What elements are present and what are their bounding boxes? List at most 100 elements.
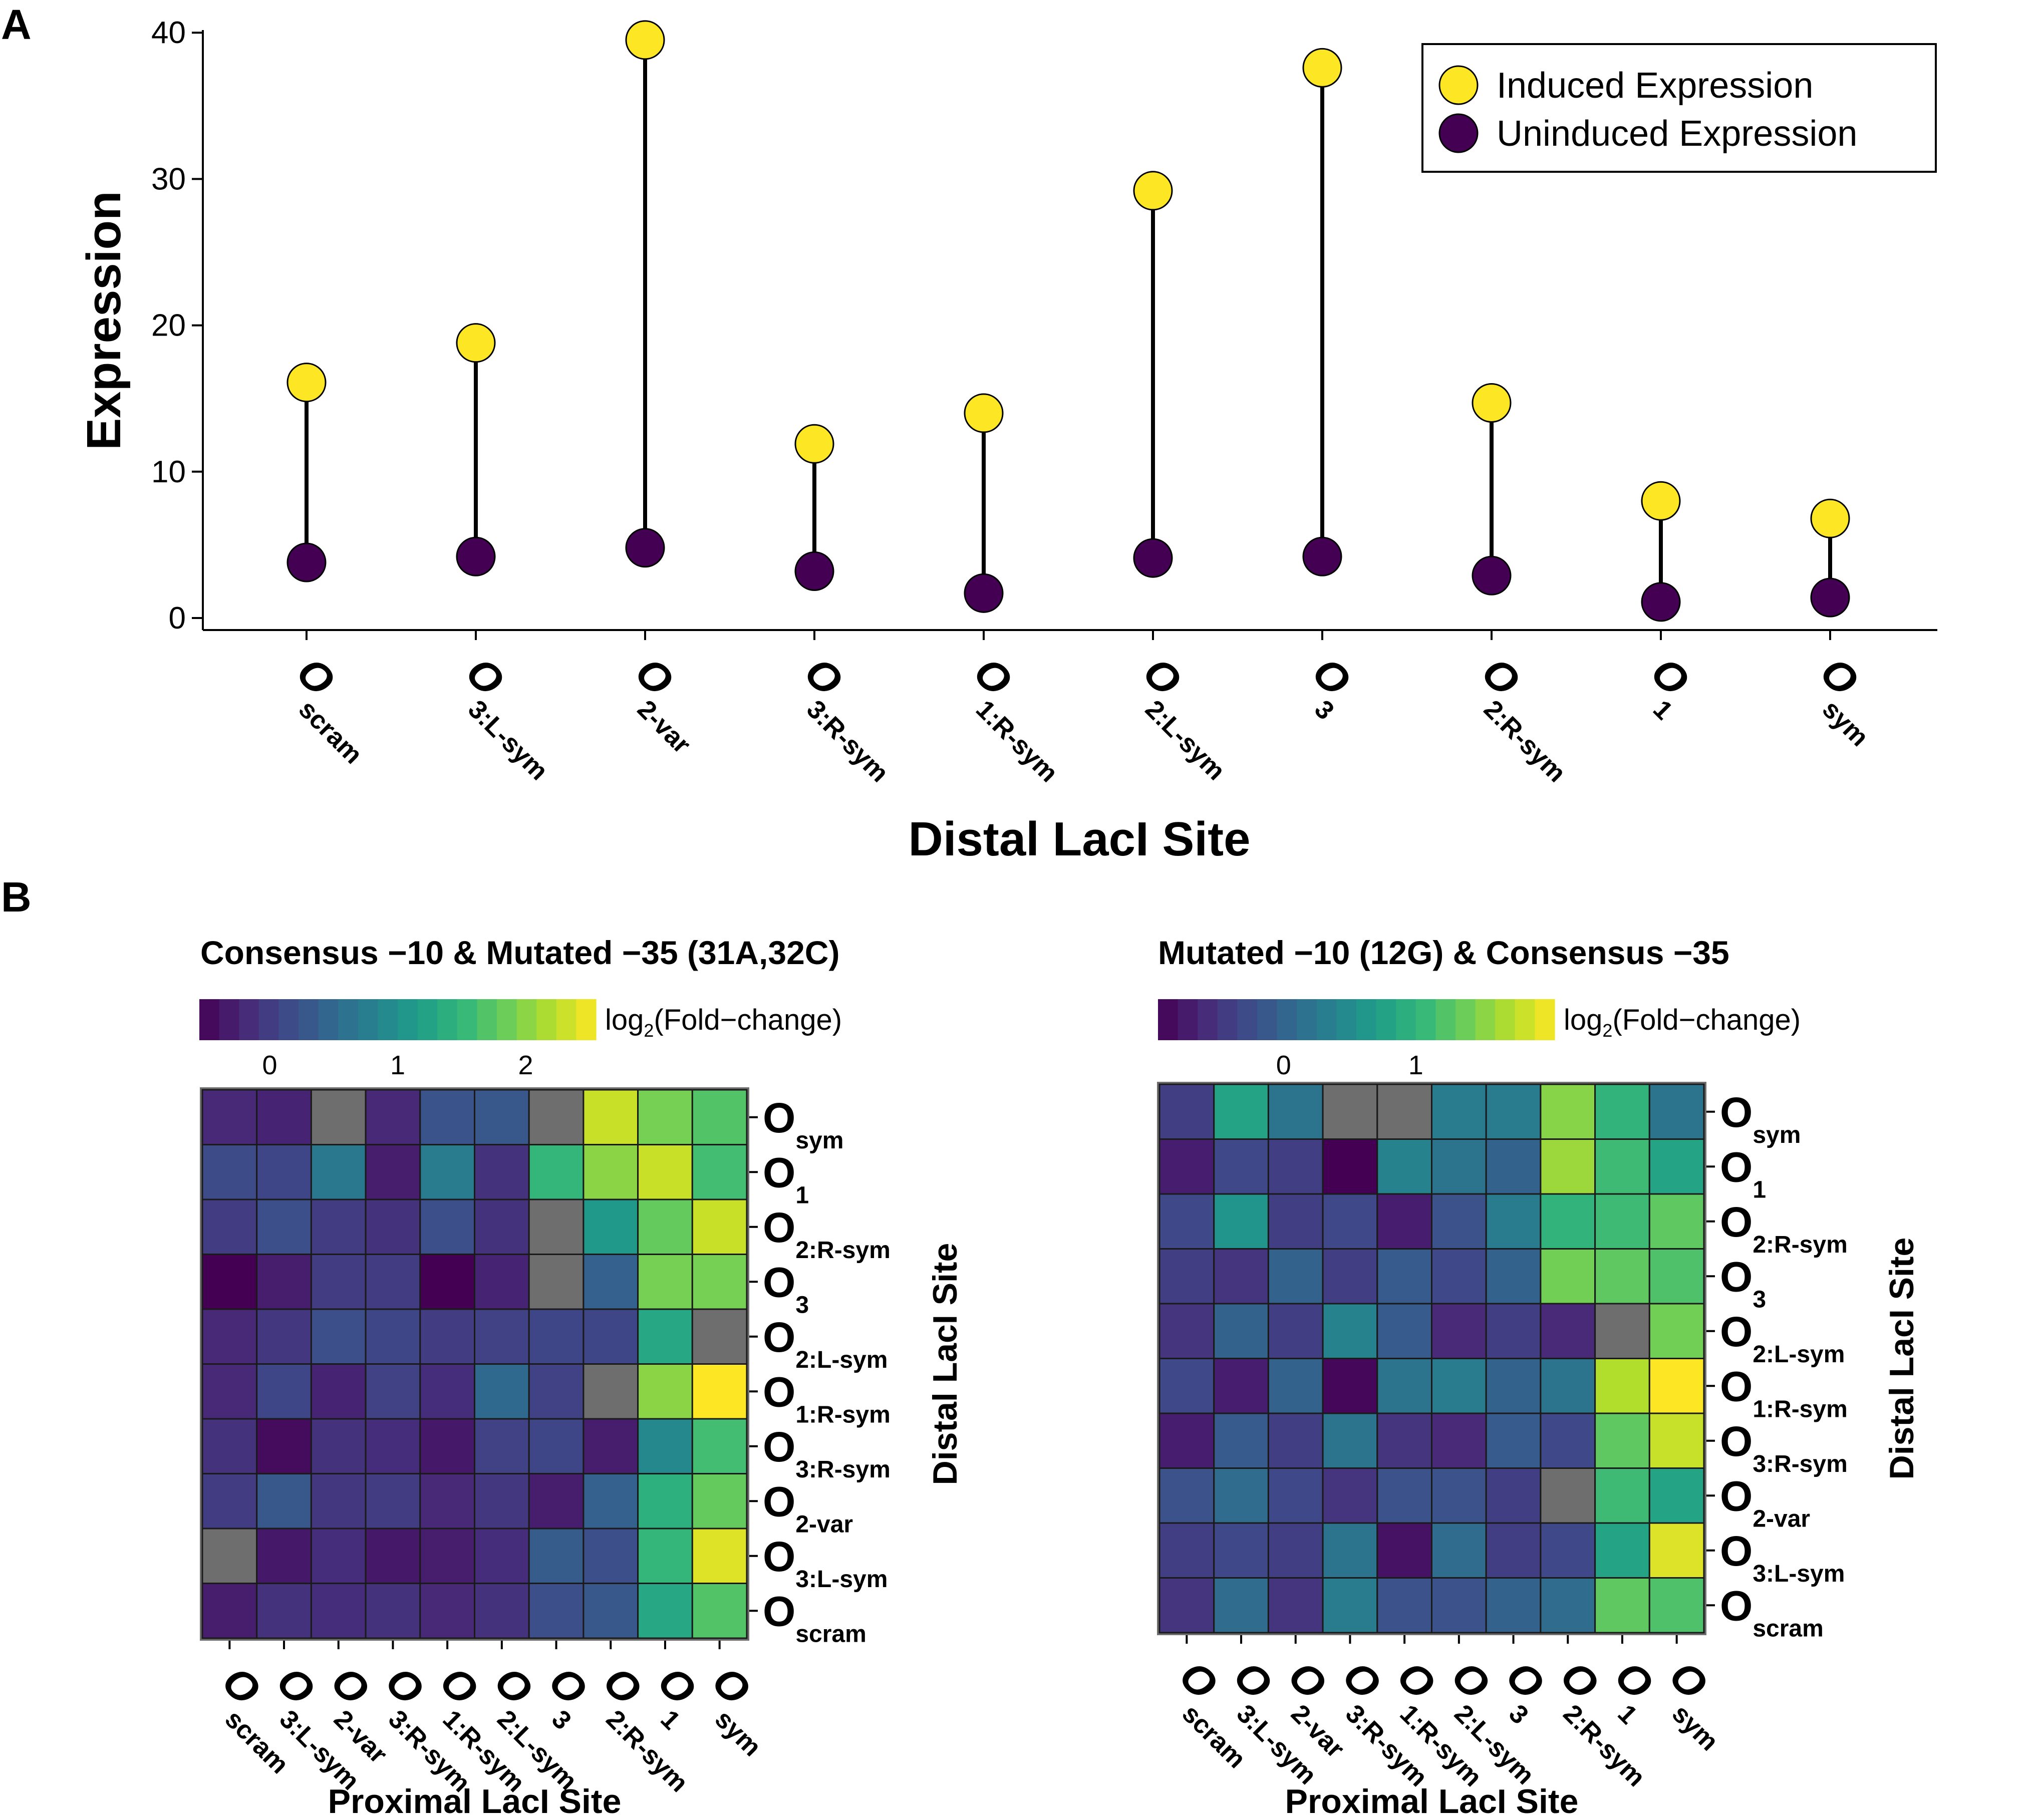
x-tick-subscript: sym (1666, 1699, 1724, 1757)
heatmap-cell (201, 1418, 258, 1474)
x-tick-label: O2:L-sym (1120, 648, 1258, 786)
y-tick-letter: O (1720, 1418, 1753, 1465)
heatmap-cell (1158, 1248, 1215, 1305)
y-tick-letter: O (1720, 1582, 1753, 1629)
colorbar-label-sub: 2 (644, 1020, 654, 1041)
heatmap-cell (1431, 1412, 1487, 1469)
heatmap-cell (582, 1528, 639, 1584)
heatmap-cell (1213, 1358, 1269, 1414)
heatmap-cell (528, 1198, 585, 1255)
colorbar-label-log: log (605, 1004, 644, 1036)
x-tick-label: O3:L-sym (443, 648, 580, 786)
heatmap-cell (256, 1473, 312, 1530)
heatmap-cell (419, 1089, 475, 1145)
x-tick-letter: O (1303, 648, 1360, 705)
x-tick-label: O3:R-sym (781, 648, 921, 788)
y-tick-subscript: scram (1753, 1615, 1823, 1642)
heatmap-cell (1540, 1303, 1596, 1359)
x-tick-letter: O (1811, 648, 1868, 705)
heatmap-cell (1322, 1193, 1378, 1250)
heatmap-cell (1322, 1248, 1378, 1305)
y-tick-letter: O (1720, 1253, 1753, 1300)
x-axis-title: Distal LacI Site (909, 812, 1251, 866)
colorbar-segment (338, 999, 359, 1040)
x-tick-letter: O (213, 1657, 270, 1714)
y-tick-letter: O (763, 1094, 795, 1141)
heatmap-cell (1648, 1467, 1705, 1524)
heatmap-cell (1431, 1193, 1487, 1250)
heatmap-cell (582, 1308, 639, 1365)
heatmap-cell (256, 1089, 312, 1145)
heatmap-cell (310, 1089, 367, 1145)
heatmap-cell (1648, 1358, 1705, 1414)
y-tick-letter: O (763, 1368, 795, 1415)
uninduced-point (456, 536, 496, 576)
x-tick-letter: O (1497, 1652, 1554, 1708)
uninduced-point (1133, 538, 1173, 578)
colorbar-label-sub: 2 (1602, 1020, 1612, 1041)
colorbar-segment (1396, 999, 1416, 1040)
x-tick-letter: O (1388, 1652, 1444, 1708)
heatmap-cell (1376, 1522, 1433, 1579)
y-tick-subscript: scram (795, 1621, 866, 1647)
heatmap-cell (1540, 1193, 1596, 1250)
colorbar-label: log2(Fold−change) (605, 1004, 842, 1041)
colorbar-segment (1495, 999, 1516, 1040)
x-axis-title: Proximal LacI Site (1285, 1782, 1579, 1820)
heatmap-cell (1213, 1138, 1269, 1195)
uninduced-point (1641, 582, 1681, 622)
heatmap-cell (1431, 1577, 1487, 1634)
y-tick-label: 0 (169, 601, 186, 636)
heatmap-cell (310, 1473, 367, 1530)
heatmap-cell (1376, 1577, 1433, 1634)
heatmap-cell (201, 1528, 258, 1584)
colorbar-tick: 0 (262, 1050, 277, 1080)
heatmap-cell (637, 1308, 693, 1365)
x-tick-letter: O (1225, 1652, 1281, 1708)
x-tick-letter: O (703, 1657, 760, 1714)
heatmap-right: Mutated −10 (12G) & Consensus −35 log2(Fo… (1157, 934, 1921, 1820)
x-tick-subscript: 2:L-sym (1139, 695, 1231, 786)
heatmap-cell (1213, 1248, 1269, 1305)
y-tick-letter: O (763, 1259, 795, 1306)
heatmap-cell (582, 1089, 639, 1145)
y-axis-title: Expression (77, 191, 131, 450)
heatmap-cell (256, 1254, 312, 1310)
heatmap-cell (691, 1583, 748, 1639)
colorbar-segment (497, 999, 517, 1040)
heatmap-cell (1322, 1412, 1378, 1469)
colorbar-label-log: log (1564, 1004, 1602, 1036)
heatmap-cell (1376, 1138, 1433, 1195)
heatmap-cell (1594, 1248, 1650, 1305)
heatmap-cell (582, 1583, 639, 1639)
colorbar-segment (299, 999, 319, 1040)
heatmap-cell (365, 1528, 421, 1584)
y-tick-label: O2:R-sym (1720, 1198, 1848, 1258)
x-tick-subscript: scram (293, 695, 368, 769)
colorbar-segment (437, 999, 458, 1040)
y-tick-subscript: 3:L-sym (795, 1566, 888, 1593)
heatmap-cell (365, 1254, 421, 1310)
y-tick-subscript: 1:R-sym (1753, 1396, 1847, 1422)
y-tick-letter: O (1720, 1472, 1753, 1520)
x-tick-letter: O (795, 648, 852, 705)
y-tick-letter: O (1720, 1528, 1753, 1575)
colorbar-segment (219, 999, 239, 1040)
heatmap-cell (1648, 1412, 1705, 1469)
legend-entry: Uninduced Expression (1497, 114, 1857, 154)
heatmap-cell (528, 1089, 585, 1145)
heatmap-cell (419, 1254, 475, 1310)
colorbar-segment (378, 999, 398, 1040)
heatmap-cell (1267, 1138, 1324, 1195)
y-tick-subscript: sym (1753, 1122, 1801, 1148)
heatmap-cell (582, 1363, 639, 1420)
heatmap-cell (1213, 1083, 1269, 1140)
y-tick-subscript: 3 (795, 1292, 809, 1318)
heatmap-cell (419, 1198, 475, 1255)
colorbar-segment (1178, 999, 1198, 1040)
x-tick-letter: O (1473, 648, 1529, 705)
induced-point (456, 323, 496, 363)
heatmap-cell (201, 1583, 258, 1639)
colorbar-segment (1257, 999, 1278, 1040)
y-tick-label: Oscram (1720, 1582, 1824, 1642)
